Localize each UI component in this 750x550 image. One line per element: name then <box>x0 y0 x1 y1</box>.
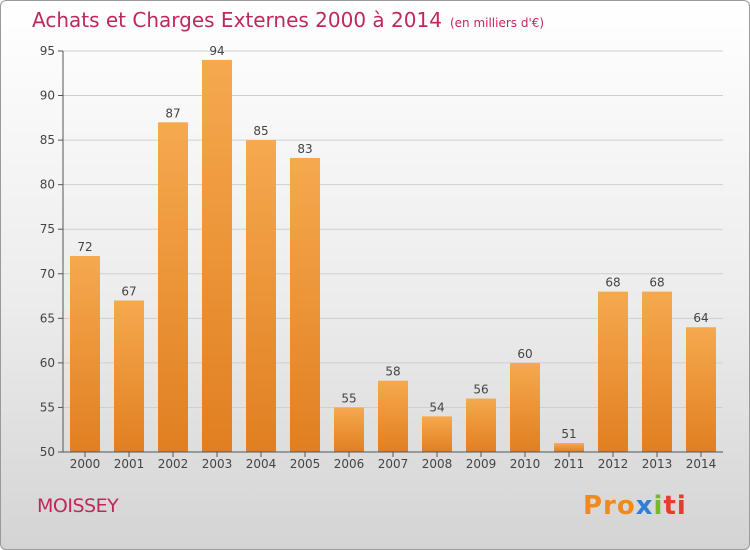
bar-2012 <box>598 291 628 452</box>
commune-name: MOISSEY <box>37 495 119 517</box>
bar-2008 <box>422 416 452 452</box>
x-tick-label-2013: 2013 <box>642 457 673 471</box>
data-label-2007: 58 <box>385 365 400 379</box>
bar-2003 <box>202 59 232 453</box>
data-label-2014: 64 <box>693 311 708 325</box>
x-tick-label-2000: 2000 <box>70 457 101 471</box>
bar-2010 <box>510 362 540 452</box>
y-tick-label: 60 <box>40 356 55 370</box>
bars: 72 67 87 94 85 83 55 58 54 56 60 51 68 68 64 <box>70 44 716 453</box>
proxiti-logo[interactable]: Proxiti <box>583 491 687 521</box>
data-label-2005: 83 <box>297 142 312 156</box>
y-tick-label: 95 <box>40 44 55 58</box>
x-tick-label-2003: 2003 <box>202 457 233 471</box>
data-label-2002: 87 <box>165 106 180 120</box>
logo-part-3: i <box>653 491 664 521</box>
bar-2000 <box>70 255 100 452</box>
x-tick-label-2010: 2010 <box>510 457 541 471</box>
data-label-2010: 60 <box>517 347 532 361</box>
y-tick-label: 90 <box>40 89 55 103</box>
data-label-2008: 54 <box>429 400 444 414</box>
data-label-2012: 68 <box>605 276 620 290</box>
data-label-2003: 94 <box>209 44 224 58</box>
x-tick-label-2014: 2014 <box>686 457 717 471</box>
bar-2009 <box>466 398 496 452</box>
y-tick-label: 50 <box>40 445 55 459</box>
x-tick-label-2007: 2007 <box>378 457 409 471</box>
x-tick-label-2002: 2002 <box>158 457 189 471</box>
bar-2002 <box>158 122 188 453</box>
bar-2006 <box>334 407 364 452</box>
y-tick-label: 75 <box>40 222 55 236</box>
logo-part-2: x <box>635 491 654 521</box>
x-tick-label-2008: 2008 <box>422 457 453 471</box>
x-tick-label-2011: 2011 <box>554 457 585 471</box>
logo-part-4: ti <box>663 491 687 521</box>
data-label-2001: 67 <box>121 285 136 299</box>
chart-title-text: Achats et Charges Externes 2000 à 2014 <box>32 8 442 32</box>
bar-2013 <box>642 291 672 452</box>
data-label-2011: 51 <box>561 427 576 441</box>
x-tick-label-2005: 2005 <box>290 457 321 471</box>
y-tick-label: 70 <box>40 267 55 281</box>
x-tick-label-2009: 2009 <box>466 457 497 471</box>
bar-2014 <box>686 327 716 452</box>
data-label-2006: 55 <box>341 391 356 405</box>
logo-part-1: Pro <box>583 491 636 521</box>
data-label-2004: 85 <box>253 124 268 138</box>
y-tick-label: 55 <box>40 400 55 414</box>
x-tick-label-2012: 2012 <box>598 457 629 471</box>
chart-title: Achats et Charges Externes 2000 à 2014 (e… <box>32 8 544 32</box>
data-label-2000: 72 <box>77 240 92 254</box>
y-tick-label: 80 <box>40 178 55 192</box>
x-tick-label-2004: 2004 <box>246 457 277 471</box>
bar-2004 <box>246 140 276 452</box>
bar-2001 <box>114 300 144 452</box>
y-tick-label: 65 <box>40 311 55 325</box>
y-tick-label: 85 <box>40 133 55 147</box>
bar-2011 <box>554 443 584 452</box>
x-tick-label-2001: 2001 <box>114 457 145 471</box>
data-label-2013: 68 <box>649 276 664 290</box>
axes: 50 55 60 65 70 75 80 85 90 95 2000 2001 2002 2003 2004… <box>40 44 723 471</box>
bar-2007 <box>378 380 408 452</box>
x-tick-label-2006: 2006 <box>334 457 365 471</box>
bar-2005 <box>290 157 320 452</box>
chart-subtitle: (en milliers d'€) <box>449 16 545 30</box>
data-label-2009: 56 <box>473 383 488 397</box>
